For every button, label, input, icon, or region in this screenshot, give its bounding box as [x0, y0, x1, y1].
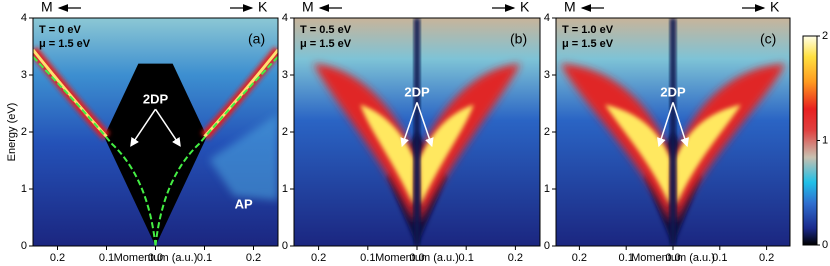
y-tick-label: 4 — [21, 12, 27, 24]
x-axis-label: Momentum (a.u.) — [114, 252, 198, 264]
direction-left: M — [302, 0, 314, 15]
y-tick-label: 2 — [282, 126, 288, 138]
colorbar-tick-label: 0 — [822, 239, 828, 251]
panel-label: (a) — [248, 31, 265, 47]
potential: μ = 1.5 eV — [39, 38, 91, 50]
annotation-arrow — [400, 102, 418, 148]
annotation: AP — [235, 196, 253, 211]
x-axis-label: Momentum (a.u.) — [631, 252, 715, 264]
colorbar-tick-label: 1 — [822, 134, 828, 146]
y-axis-label: Energy (eV) — [6, 103, 18, 162]
y-tick-label: 1 — [544, 183, 550, 195]
x-tick-label: 0.1 — [712, 252, 727, 264]
heatmap — [294, 18, 540, 246]
y-tick-label: 1 — [21, 183, 27, 195]
wing — [313, 63, 415, 224]
center-line — [670, 18, 676, 246]
dark-cone — [104, 63, 207, 246]
potential: μ = 1.5 eV — [562, 38, 614, 50]
x-tick-label: 0.1 — [197, 252, 212, 264]
wing — [419, 63, 521, 224]
dispersion — [33, 56, 157, 246]
x-tick-label: 0.1 — [619, 252, 634, 264]
temperature: T = 1.0 eV — [562, 24, 614, 36]
potential: μ = 1.5 eV — [300, 38, 352, 50]
direction-right: K — [258, 0, 268, 15]
annotation: 2DP — [404, 85, 430, 100]
annotation-arrow — [154, 108, 181, 147]
x-tick-label: 0.0 — [409, 252, 424, 264]
y-tick-label: 3 — [544, 69, 550, 81]
x-tick-label: 0.1 — [459, 252, 474, 264]
wing — [675, 63, 786, 224]
wing — [560, 63, 671, 224]
annotation: 2DP — [143, 92, 169, 107]
dispersion — [154, 56, 278, 246]
x-tick-label: 0.0 — [148, 252, 163, 264]
center-line — [414, 18, 420, 246]
x-tick-label: 0.2 — [246, 252, 261, 264]
panel-label: (c) — [760, 31, 776, 47]
heatmap — [33, 18, 278, 246]
x-tick-label: 0.2 — [572, 252, 587, 264]
direction-right: K — [770, 0, 780, 15]
direction-right: K — [520, 0, 530, 15]
y-tick-label: 4 — [282, 12, 288, 24]
direction-left: M — [41, 0, 53, 15]
y-tick-label: 4 — [544, 12, 550, 24]
annotation-arrow — [656, 102, 674, 148]
y-tick-label: 0 — [282, 240, 288, 252]
colorbar — [802, 35, 818, 246]
x-tick-label: 0.2 — [508, 252, 523, 264]
y-tick-label: 3 — [21, 69, 27, 81]
panel-label: (b) — [510, 31, 527, 47]
y-tick-label: 2 — [544, 126, 550, 138]
temperature: T = 0 eV — [39, 24, 82, 36]
wing-core — [419, 104, 474, 205]
y-tick-label: 1 — [282, 183, 288, 195]
x-tick-label: 0.2 — [759, 252, 774, 264]
direction-left: M — [564, 0, 576, 15]
colorbar-tick-label: 2 — [822, 30, 828, 42]
wing-core — [360, 104, 415, 205]
ap-band — [209, 113, 278, 201]
y-tick-label: 0 — [544, 240, 550, 252]
x-tick-label: 0.2 — [50, 252, 65, 264]
x-tick-label: 0.0 — [665, 252, 680, 264]
x-tick-label: 0.2 — [311, 252, 326, 264]
annotation-arrow — [416, 102, 434, 148]
wing-core — [605, 104, 671, 205]
x-tick-label: 0.1 — [360, 252, 375, 264]
annotation-arrow — [672, 102, 690, 148]
annotation: 2DP — [660, 85, 686, 100]
heatmap — [556, 18, 790, 246]
y-tick-label: 3 — [282, 69, 288, 81]
annotation-arrow — [130, 108, 157, 147]
x-axis-label: Momentum (a.u.) — [375, 252, 459, 264]
y-tick-label: 2 — [21, 126, 27, 138]
x-tick-label: 0.1 — [99, 252, 114, 264]
y-tick-label: 0 — [21, 240, 27, 252]
temperature: T = 0.5 eV — [300, 24, 352, 36]
wing-core — [675, 104, 741, 205]
